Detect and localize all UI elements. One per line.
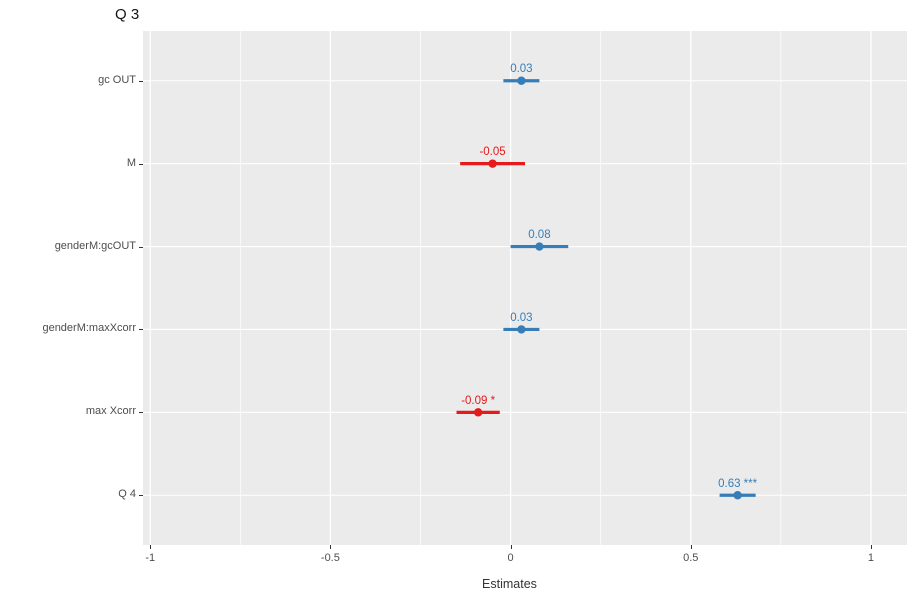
y-tick-label: Q 4 <box>118 488 136 501</box>
estimate-point <box>517 76 526 85</box>
x-tick-label: 1 <box>867 552 875 564</box>
x-tick-mark <box>690 545 692 549</box>
x-tick-mark <box>510 545 512 549</box>
x-tick-mark <box>330 545 332 549</box>
plot-title: Q 3 <box>115 6 140 23</box>
estimate-point <box>733 491 742 500</box>
plot-panel: 0.03 -0.05 0.08 0.03 -0.09 * 0.63 *** <box>143 31 907 545</box>
y-tick-label: M <box>126 156 136 169</box>
estimate-point <box>473 408 483 417</box>
estimate-label: 0.08 <box>528 229 550 241</box>
estimate-point <box>488 159 497 168</box>
estimate-label: -0.05 <box>479 146 505 158</box>
x-tick-label: -1 <box>145 552 156 564</box>
x-tick-mark <box>150 545 152 549</box>
x-tick-label: 0 <box>507 552 514 564</box>
x-tick-label: -0.5 <box>320 552 340 564</box>
y-tick-label: gc OUT <box>98 73 136 86</box>
y-tick-label: genderM:maxXcorr <box>42 322 136 335</box>
estimate-label: 0.63 *** <box>718 478 758 490</box>
estimate-label: 0.03 <box>510 312 532 324</box>
y-tick-label: genderM:gcOUT <box>54 239 136 252</box>
estimate-label: 0.03 <box>510 63 532 75</box>
plot-svg: 0.03 -0.05 0.08 0.03 -0.09 * 0.63 *** <box>143 31 907 545</box>
estimate-point <box>535 242 544 251</box>
y-tick-label: max Xcorr <box>85 405 136 418</box>
x-tick-mark <box>870 545 872 549</box>
estimate-point <box>517 325 526 334</box>
x-tick-label: 0.5 <box>683 552 699 564</box>
x-axis-title: Estimates <box>482 577 537 591</box>
estimate-label: -0.09 * <box>461 395 495 407</box>
